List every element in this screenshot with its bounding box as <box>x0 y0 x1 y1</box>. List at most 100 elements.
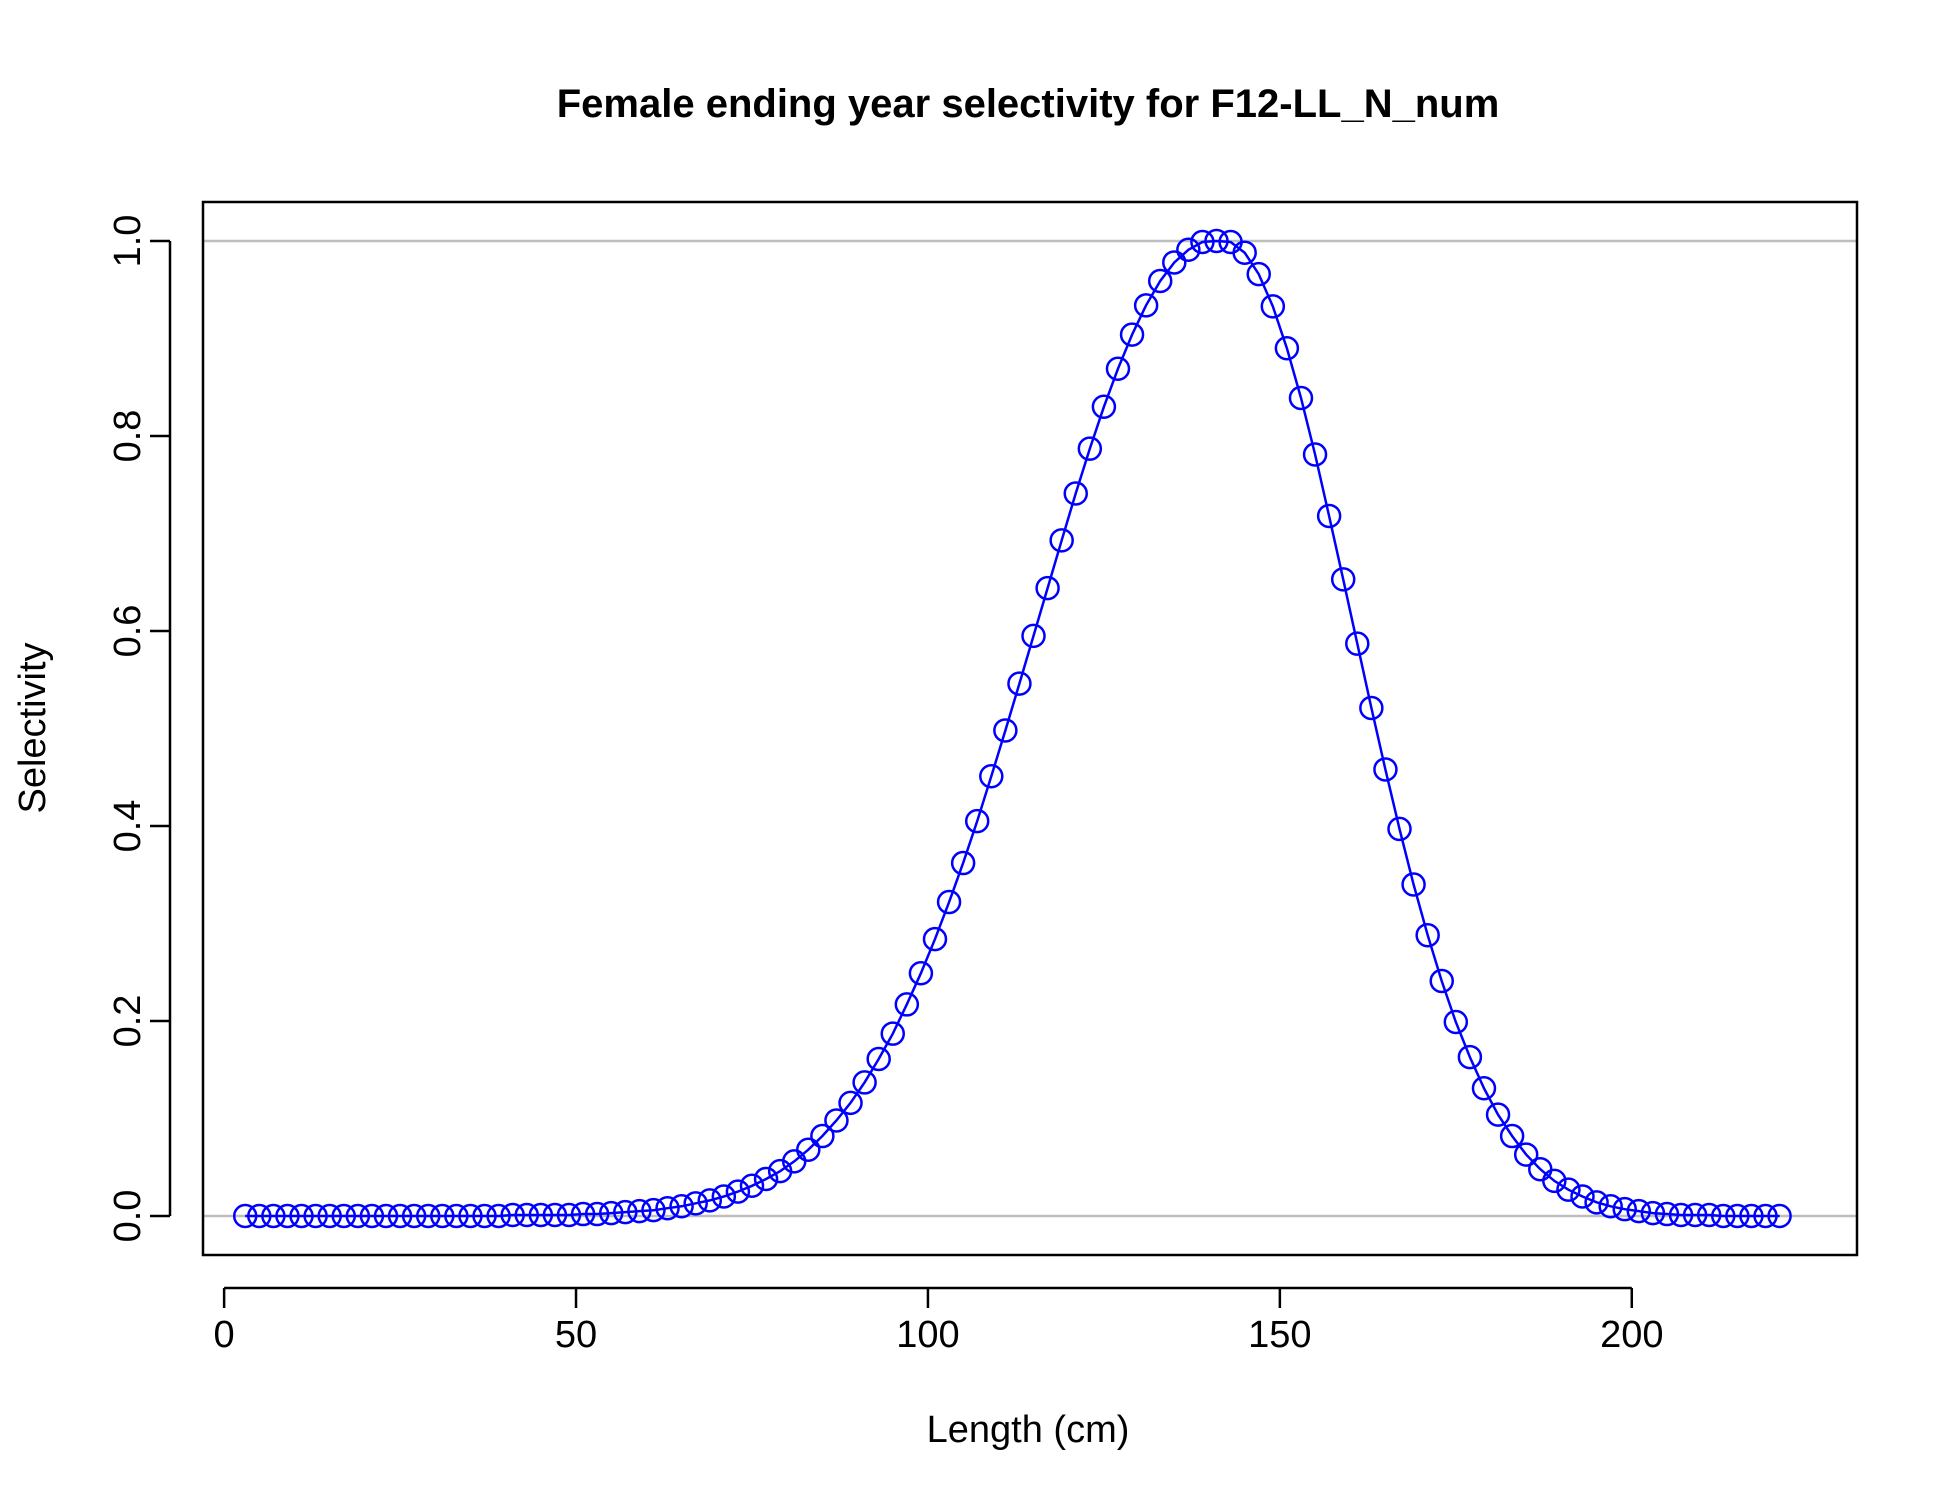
data-point-32 <box>683 1191 708 1216</box>
data-point-15 <box>444 1203 469 1229</box>
data-point-85 <box>1429 968 1454 994</box>
data-point-107 <box>1739 1203 1764 1229</box>
x-tick-label-0: 0 <box>214 1314 235 1356</box>
data-point-3 <box>275 1203 300 1229</box>
data-point-18 <box>486 1203 511 1229</box>
data-point-89 <box>1485 1102 1511 1127</box>
data-point-51 <box>950 850 976 876</box>
data-point-65 <box>1147 268 1173 294</box>
data-point-23 <box>556 1202 582 1228</box>
data-point-102 <box>1668 1202 1694 1228</box>
data-point-71 <box>1232 240 1257 265</box>
data-point-58 <box>1049 528 1074 553</box>
data-point-49 <box>922 926 948 952</box>
y-tick-label-5: 1.0 <box>107 215 149 268</box>
data-point-86 <box>1443 1009 1469 1035</box>
chart-title: Female ending year selectivity for F12-L… <box>557 82 1500 126</box>
data-point-55 <box>1007 671 1032 696</box>
data-point-54 <box>993 718 1018 743</box>
data-point-2 <box>261 1203 286 1229</box>
data-point-5 <box>303 1203 328 1229</box>
data-point-29 <box>641 1197 666 1223</box>
data-point-48 <box>908 960 934 986</box>
data-point-101 <box>1654 1201 1680 1227</box>
data-point-0 <box>232 1203 258 1229</box>
data-point-27 <box>613 1199 638 1225</box>
y-tick-label-1: 0.2 <box>107 995 149 1048</box>
data-point-63 <box>1119 322 1145 347</box>
data-point-90 <box>1499 1123 1525 1149</box>
data-point-14 <box>430 1203 455 1229</box>
y-tick-label-2: 0.4 <box>107 800 149 853</box>
data-point-34 <box>711 1184 737 1209</box>
data-point-69 <box>1204 228 1229 254</box>
y-axis-label: Selectivity <box>12 642 54 813</box>
data-point-73 <box>1260 294 1286 319</box>
series-line-0 <box>245 239 1780 1218</box>
data-point-95 <box>1570 1184 1595 1209</box>
y-tick-label-0: 0.0 <box>107 1190 149 1243</box>
data-point-99 <box>1626 1198 1652 1224</box>
data-point-77 <box>1316 503 1342 529</box>
data-point-68 <box>1190 229 1215 255</box>
data-point-31 <box>669 1194 694 1219</box>
x-tick-label-4: 200 <box>1600 1314 1663 1356</box>
data-point-103 <box>1682 1202 1708 1228</box>
data-point-66 <box>1162 250 1187 275</box>
data-point-46 <box>880 1021 906 1046</box>
data-point-22 <box>542 1202 568 1228</box>
data-point-75 <box>1288 385 1314 411</box>
data-point-52 <box>964 808 990 834</box>
data-point-82 <box>1387 816 1412 842</box>
data-point-36 <box>739 1173 765 1199</box>
plot-frame <box>201 200 1859 1257</box>
data-point-1 <box>247 1203 272 1229</box>
data-point-7 <box>331 1203 357 1229</box>
data-point-41 <box>810 1123 835 1149</box>
data-point-43 <box>838 1090 863 1116</box>
data-point-12 <box>401 1203 427 1229</box>
plot-area: 0 50 100 150 200 0.0 0.2 0.4 0.6 0.8 1.0 <box>107 200 1859 1356</box>
data-point-97 <box>1598 1194 1623 1219</box>
data-point-96 <box>1584 1190 1609 1215</box>
data-point-98 <box>1612 1196 1637 1222</box>
data-point-42 <box>824 1108 849 1133</box>
data-point-37 <box>753 1166 779 1192</box>
data-point-80 <box>1359 695 1384 721</box>
x-axis-label: Length (cm) <box>927 1409 1130 1451</box>
data-point-50 <box>936 889 962 915</box>
data-point-78 <box>1330 567 1356 592</box>
data-point-91 <box>1513 1142 1539 1167</box>
data-point-74 <box>1274 336 1300 361</box>
data-point-53 <box>979 764 1004 789</box>
data-point-64 <box>1133 293 1159 318</box>
data-point-4 <box>289 1203 314 1229</box>
data-point-30 <box>655 1195 680 1221</box>
data-point-56 <box>1021 623 1046 649</box>
data-point-21 <box>528 1202 554 1228</box>
data-point-57 <box>1035 575 1060 601</box>
data-point-104 <box>1696 1202 1722 1228</box>
data-point-33 <box>697 1188 723 1213</box>
data-point-35 <box>725 1179 751 1204</box>
data-point-25 <box>584 1201 610 1227</box>
data-point-87 <box>1457 1044 1483 1070</box>
data-point-60 <box>1077 436 1103 461</box>
data-point-59 <box>1063 481 1088 506</box>
data-point-67 <box>1176 237 1201 263</box>
data-point-16 <box>458 1203 483 1229</box>
data-point-94 <box>1556 1177 1581 1202</box>
x-tick-label-3: 150 <box>1248 1314 1311 1356</box>
data-point-40 <box>796 1137 821 1162</box>
data-point-19 <box>500 1202 525 1228</box>
x-tick-label-1: 50 <box>555 1314 597 1356</box>
data-point-10 <box>373 1203 399 1229</box>
data-point-8 <box>345 1203 371 1229</box>
data-point-26 <box>598 1200 624 1226</box>
data-point-88 <box>1471 1076 1497 1101</box>
data-point-47 <box>894 992 920 1017</box>
data-point-100 <box>1640 1200 1666 1226</box>
data-point-44 <box>852 1070 877 1095</box>
x-tick-label-2: 100 <box>896 1314 959 1356</box>
data-point-17 <box>472 1203 497 1229</box>
